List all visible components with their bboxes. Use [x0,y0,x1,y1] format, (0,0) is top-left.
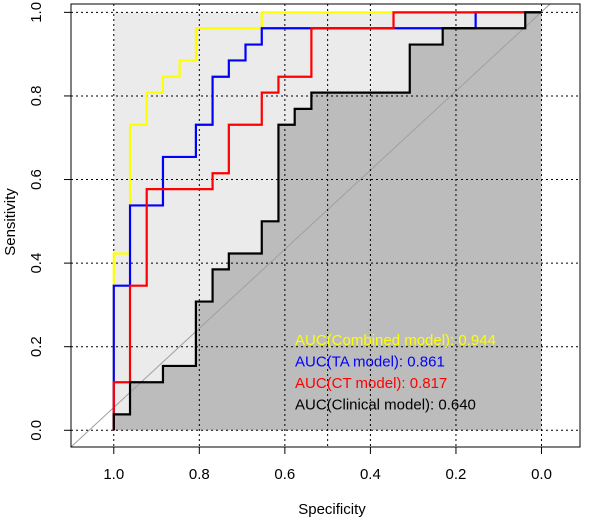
y-axis-title: Sensitivity [2,188,19,256]
legend: AUC(Combined model): 0.944 AUC(TA model):… [295,332,496,414]
diagonal-reference-line [70,3,551,448]
y-tick-label: 0.6 [28,169,45,190]
roc-curve-ct-model [112,11,542,431]
grid-layer [71,4,580,447]
x-tick-label: 0.6 [274,466,295,483]
roc-curve-clinical-model [112,11,542,431]
legend-entry-ta-model: AUC(TA model): 0.861 [295,354,445,371]
x-tick-label: 1.0 [103,466,124,483]
x-axis-title: Specificity [298,501,366,518]
series-layer [112,11,542,431]
tick-layer: 1.0 0.8 0.6 0.4 0.2 0.0 0.0 0.2 0.4 0.6 0.8 1.0 [28,2,552,483]
y-tick-label: 0.0 [28,420,45,441]
x-tick-label: 0.4 [360,466,381,483]
legend-entry-combined-model: AUC(Combined model): 0.944 [295,332,496,349]
axes-frame-layer [70,3,581,448]
plot-frame [70,3,581,448]
y-tick-label: 0.4 [28,253,45,274]
y-tick-label: 0.8 [28,86,45,107]
x-tick-label: 0.2 [446,466,467,483]
legend-entry-ct-model: AUC(CT model): 0.817 [295,375,447,392]
legend-entry-clinical-model: AUC(Clinical model): 0.640 [295,397,476,414]
clinical-model-area [113,12,542,431]
x-tick-label: 0.8 [189,466,210,483]
y-tick-label: 1.0 [28,2,45,23]
x-tick-label: 0.0 [531,466,552,483]
y-tick-label: 0.2 [28,336,45,357]
